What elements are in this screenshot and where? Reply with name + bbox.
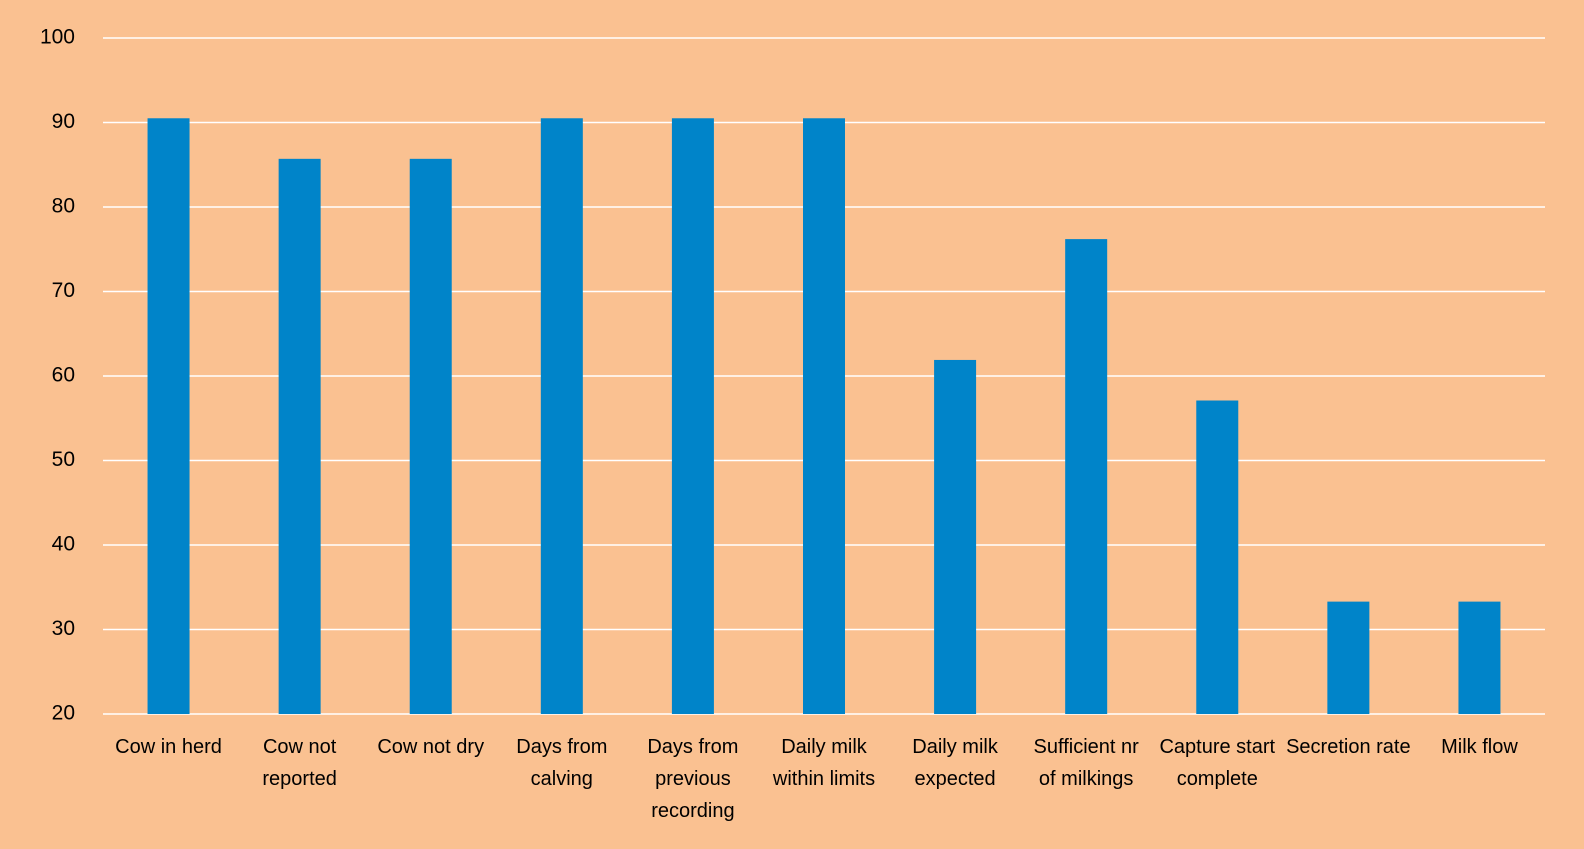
y-tick-label: 50 [52,448,75,471]
y-tick-label: 90 [52,110,75,133]
bar [1327,601,1370,714]
x-tick-label: Cow in herd [115,736,222,758]
y-tick-label: 30 [52,617,75,640]
bar [671,118,714,714]
x-tick-label: Days from previous recording [647,736,739,822]
x-tick-label: Cow not reported [262,736,337,790]
bar [803,118,845,714]
x-tick-label: Secretion rate [1286,736,1411,758]
x-tick-label: Days from calving [516,736,608,790]
x-tick-label: Milk flow [1441,736,1518,758]
bar [278,158,321,714]
y-tick-label: 60 [52,364,75,387]
bar [1458,601,1501,714]
y-tick-label: 70 [52,279,75,302]
bar [147,118,190,714]
bar [1196,400,1239,714]
y-tick-label: 40 [52,533,75,556]
bar [540,118,583,714]
x-tick-label: Daily milk expected [912,736,998,790]
x-tick-label: Daily milk within limits [772,736,876,790]
x-tick-label: Capture start complete [1159,736,1276,790]
bar [934,359,977,714]
x-tick-label: Sufficient nr of milkings [1033,736,1139,790]
bar [409,158,452,714]
bar [1065,239,1108,715]
y-tick-label: 20 [52,702,75,725]
y-tick-label: 80 [52,195,75,218]
y-tick-label: 100 [40,26,75,49]
x-tick-label: Cow not dry [377,736,485,758]
